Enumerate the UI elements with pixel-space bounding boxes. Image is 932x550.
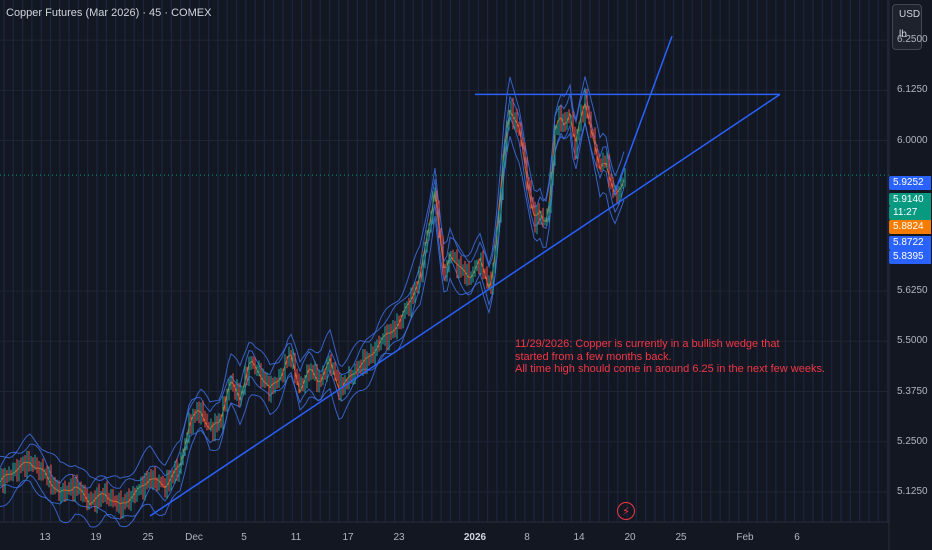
- time-tick-label: 11: [290, 532, 302, 543]
- candlesticks: [0, 88, 626, 519]
- envelope-band: [0, 116, 625, 520]
- time-tick-label: 17: [342, 532, 354, 543]
- time-tick-label: 25: [142, 532, 154, 543]
- price-tick-label: 5.3750: [897, 385, 928, 397]
- chart-title: Copper Futures (Mar 2026) · 45 · COMEX: [6, 7, 212, 19]
- annotation-line: All time high should come in around 6.25…: [515, 363, 826, 375]
- time-tick-label: 8: [524, 532, 530, 543]
- currency-label[interactable]: USD: [899, 9, 921, 20]
- price-tick-label: 5.1250: [897, 485, 928, 497]
- price-badge: 5.8824: [889, 220, 931, 234]
- unit-selector[interactable]: USD lb: [892, 4, 922, 50]
- price-tick-label: 6.0000: [897, 134, 928, 146]
- time-tick-label: 5: [241, 532, 247, 543]
- price-badge: 5.9252: [889, 176, 931, 190]
- envelope-band: [0, 122, 625, 528]
- envelope-band: [0, 86, 625, 489]
- trendline[interactable]: [149, 93, 781, 517]
- annotation-line: 11/29/2026: Copper is currently in a bul…: [515, 338, 780, 350]
- lightning-icon[interactable]: ⚡: [617, 502, 635, 520]
- time-tick-label: 13: [39, 532, 51, 543]
- time-tick-label: 23: [393, 532, 405, 543]
- price-badge: 5.8722: [889, 236, 931, 250]
- time-tick-label: 25: [675, 532, 687, 543]
- price-tick-label: 5.5000: [897, 335, 928, 347]
- time-tick-label: 14: [573, 532, 585, 543]
- annotation-line: started from a few months back.: [515, 350, 672, 363]
- idea-annotation: 11/29/2026: Copper is currently in a bul…: [515, 338, 825, 376]
- unit-label[interactable]: lb: [899, 29, 907, 40]
- price-badge: 5.9140: [889, 193, 931, 206]
- time-tick-label: 19: [90, 532, 102, 543]
- price-badge: 5.8395: [889, 250, 931, 264]
- time-tick-label: Feb: [736, 532, 754, 543]
- time-tick-label: 2026: [463, 532, 487, 543]
- moving-average-line: [0, 102, 625, 506]
- price-badge: 11:27: [889, 206, 931, 220]
- trendlines[interactable]: [149, 35, 781, 517]
- price-tick-label: 5.6250: [897, 285, 928, 297]
- time-tick-label: Dec: [185, 532, 203, 543]
- envelope-bands: [0, 76, 625, 528]
- envelope-band: [0, 76, 625, 482]
- price-tick-label: 6.2500: [897, 34, 928, 46]
- chart-grid: [0, 0, 889, 523]
- price-tick-label: 6.1250: [897, 84, 928, 96]
- time-tick-label: 20: [624, 532, 636, 543]
- time-tick-label: 6: [794, 532, 800, 543]
- price-tick-label: 5.2500: [897, 435, 928, 447]
- trendline[interactable]: [613, 35, 673, 196]
